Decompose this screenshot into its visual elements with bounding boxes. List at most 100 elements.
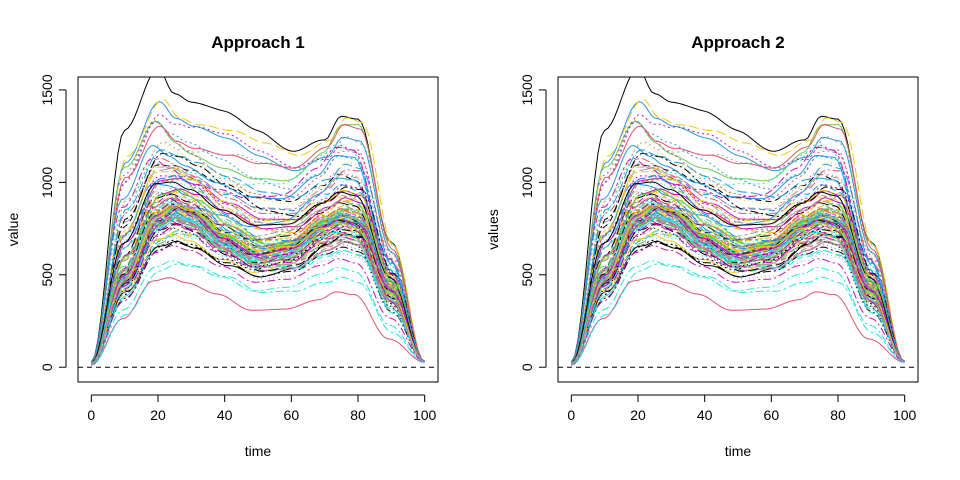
chart-title: Approach 2 (691, 33, 785, 52)
x-tick-label: 80 (350, 407, 366, 423)
series-line (90, 99, 426, 363)
x-tick-label: 60 (284, 407, 300, 423)
series-line (570, 145, 905, 363)
x-axis-label: time (245, 443, 272, 459)
series-line (91, 203, 425, 365)
series-line (90, 164, 425, 364)
series-line (90, 187, 425, 364)
series-line (570, 101, 906, 363)
series-line (570, 166, 905, 364)
series-line (571, 224, 905, 365)
series-line (571, 260, 905, 366)
series-line (570, 198, 905, 364)
series-line (570, 124, 906, 363)
y-axis-label: values (485, 209, 501, 249)
x-tick-label: 20 (150, 407, 166, 423)
series-line (90, 181, 425, 364)
y-tick-label: 0 (39, 363, 55, 371)
series-line (91, 216, 425, 365)
series-line (90, 101, 426, 363)
x-axis: 0 20 40 60 80 100 time (567, 394, 917, 459)
series-line (571, 217, 905, 365)
series-line (570, 149, 905, 364)
series-line (571, 189, 905, 364)
series-line (570, 181, 905, 364)
panel-1: Approach 1 0 20 40 60 80 100 time 0 500 1000 1500 va… (5, 33, 439, 459)
chart-title: Approach 1 (211, 33, 305, 52)
series-line (570, 121, 905, 363)
x-axis: 0 20 40 60 80 100 time (87, 394, 437, 459)
series-line (91, 224, 425, 365)
series-line (570, 187, 905, 364)
series-line (571, 202, 905, 365)
series-line (571, 217, 905, 365)
series-line (91, 179, 425, 364)
y-axis: 0 500 1000 1500 value (5, 74, 67, 371)
series-line (90, 144, 425, 364)
plot-frame (77, 76, 439, 383)
series-line (571, 207, 905, 364)
series-line (90, 166, 425, 364)
y-tick-label: 1500 (519, 74, 535, 105)
series-line (91, 260, 425, 366)
series-line (90, 149, 425, 364)
x-tick-label: 0 (87, 407, 95, 423)
panel-2: Approach 2 0 20 40 60 80 100 time 0 500 1000 1500 va… (485, 33, 919, 459)
series-line (91, 207, 425, 364)
series-line (91, 209, 425, 365)
x-axis-label: time (725, 443, 752, 459)
y-tick-label: 500 (39, 263, 55, 287)
series-curves (570, 77, 906, 366)
series-line (91, 206, 425, 365)
x-tick-label: 80 (830, 407, 846, 423)
series-line (91, 277, 425, 366)
series-line (91, 237, 425, 365)
y-tick-label: 1000 (519, 167, 535, 198)
series-line (571, 277, 905, 366)
series-line (571, 210, 905, 365)
series-line (90, 114, 425, 363)
series-line (571, 216, 905, 365)
plot-frame (557, 76, 919, 383)
series-line (570, 171, 905, 364)
y-axis: 0 500 1000 1500 values (485, 74, 547, 371)
series-curves (90, 77, 426, 366)
x-tick-label: 0 (567, 407, 575, 423)
series-line (570, 174, 905, 364)
series-line (570, 144, 905, 364)
series-line (570, 164, 905, 364)
series-line (91, 263, 425, 366)
y-tick-label: 1500 (39, 74, 55, 105)
series-line (571, 204, 905, 365)
series-line (571, 203, 905, 365)
series-line (91, 217, 425, 365)
series-line (91, 224, 425, 365)
series-line (571, 224, 905, 365)
x-tick-label: 100 (413, 407, 437, 423)
y-axis-label: value (5, 213, 21, 247)
series-line (90, 198, 425, 364)
series-line (90, 145, 425, 363)
x-tick-label: 20 (630, 407, 646, 423)
series-line (91, 233, 425, 365)
y-tick-label: 1000 (39, 167, 55, 198)
series-line (90, 171, 425, 364)
series-line (90, 179, 425, 364)
series-line (570, 179, 905, 364)
series-line (571, 263, 905, 366)
series-line (91, 204, 425, 365)
series-line (91, 223, 425, 365)
series-line (91, 202, 425, 365)
series-line (571, 223, 905, 365)
series-line (570, 99, 906, 363)
series-line (90, 174, 425, 364)
series-line (571, 237, 905, 365)
series-line (91, 230, 425, 365)
series-line (571, 206, 905, 365)
series-line (571, 179, 905, 364)
series-line (91, 217, 425, 365)
x-tick-label: 40 (697, 407, 713, 423)
x-tick-label: 100 (893, 407, 917, 423)
